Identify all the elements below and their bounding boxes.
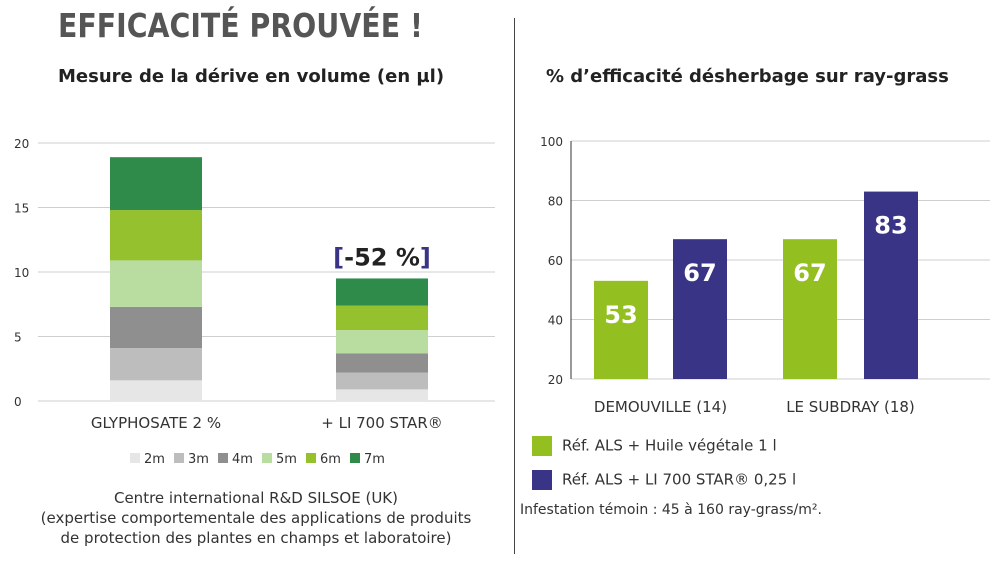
legend-label-3m: 3m (188, 452, 209, 467)
legend-swatch-3m (174, 453, 184, 463)
x-category-label: DEMOUVILLE (14) (594, 398, 727, 416)
legend-item-li700: Réf. ALS + LI 700 STAR® 0,25 l (532, 470, 796, 490)
divider (514, 18, 515, 554)
y-tick-label: 60 (548, 254, 563, 268)
y-tick-label: 100 (540, 135, 563, 149)
legend-swatch-2m (130, 453, 140, 463)
y-tick-label: 80 (548, 195, 563, 209)
source-line: de protection des plantes en champs et l… (60, 529, 452, 547)
y-tick-label: 10 (14, 266, 29, 280)
stack-segment-4m (336, 353, 428, 373)
stack-segment-2m (336, 389, 428, 401)
bar-value-label: 83 (874, 212, 907, 240)
legend-item-oil: Réf. ALS + Huile végétale 1 l (532, 436, 777, 456)
bar-value-label: 67 (793, 259, 826, 287)
efficacy-chart: 20 40 60 80 100 53 67 DEMOUVILLE (14) 67 83 LE SUB… (540, 135, 990, 416)
y-tick-label: 40 (548, 314, 563, 328)
stack-segment-5m (336, 330, 428, 354)
legend-label-7m: 7m (364, 452, 385, 467)
reduction-annotation: [-52 %] (333, 243, 431, 271)
annotation-part: [ (333, 243, 344, 271)
bar-oil (783, 239, 837, 379)
stack-segment-3m (110, 348, 202, 381)
bar-value-label: 53 (604, 301, 637, 329)
x-category-label: LE SUBDRAY (18) (786, 398, 915, 416)
stack-segment-6m (336, 305, 428, 331)
legend-label-2m: 2m (144, 452, 165, 467)
bar-oil (594, 280, 648, 379)
y-tick-label: 20 (548, 373, 563, 387)
y-tick-label: 0 (14, 395, 22, 409)
legend-swatch-navy (532, 470, 552, 490)
legend-swatch-7m (350, 453, 360, 463)
legend-label-5m: 5m (276, 452, 297, 467)
chart2-title: % d’efficacité désherbage sur ray-grass (546, 66, 949, 87)
y-tick-label: 20 (14, 137, 29, 151)
annotation-part: ] (420, 243, 431, 271)
legend-swatch-4m (218, 453, 228, 463)
y-tick-label: 5 (14, 331, 22, 345)
legend-swatch-6m (306, 453, 316, 463)
source-note: Centre international R&D SILSOE (UK) (ex… (0, 488, 512, 548)
source-line: (expertise comportementale des applicati… (40, 509, 472, 527)
legend-swatch-5m (262, 453, 272, 463)
chart1-title: Mesure de la dérive en volume (en µl) (58, 66, 445, 87)
x-category-label: + LI 700 STAR® (321, 414, 443, 432)
source-line: Centre international R&D SILSOE (UK) (113, 489, 398, 507)
drift-volume-chart: 0 5 10 15 20 GLYPHOSATE 2 % + LI 700 STAR® [-52… (14, 137, 495, 467)
stack-segment-3m (336, 372, 428, 390)
bar-li700 (864, 191, 918, 379)
x-category-label: GLYPHOSATE 2 % (91, 414, 221, 432)
infestation-note: Infestation témoin : 45 à 160 ray-grass/… (520, 502, 822, 518)
page-heading: EFFICACITÉ PROUVÉE ! (58, 6, 423, 45)
stack-segment-5m (110, 260, 202, 307)
bar-value-label: 67 (683, 259, 716, 287)
legend-label-6m: 6m (320, 452, 341, 467)
stack-segment-7m (110, 157, 202, 211)
bar-li700 (673, 239, 727, 379)
legend-swatch-green (532, 436, 552, 456)
legend-label: Réf. ALS + Huile végétale 1 l (562, 436, 777, 455)
annotation-part: -52 % (344, 243, 420, 271)
legend-label: Réf. ALS + LI 700 STAR® 0,25 l (562, 470, 797, 489)
legend-label-4m: 4m (232, 452, 253, 467)
stack-segment-4m (110, 306, 202, 349)
y-tick-label: 15 (14, 202, 29, 216)
stack-segment-2m (110, 380, 202, 401)
stack-segment-6m (110, 210, 202, 261)
stack-segment-7m (336, 278, 428, 306)
